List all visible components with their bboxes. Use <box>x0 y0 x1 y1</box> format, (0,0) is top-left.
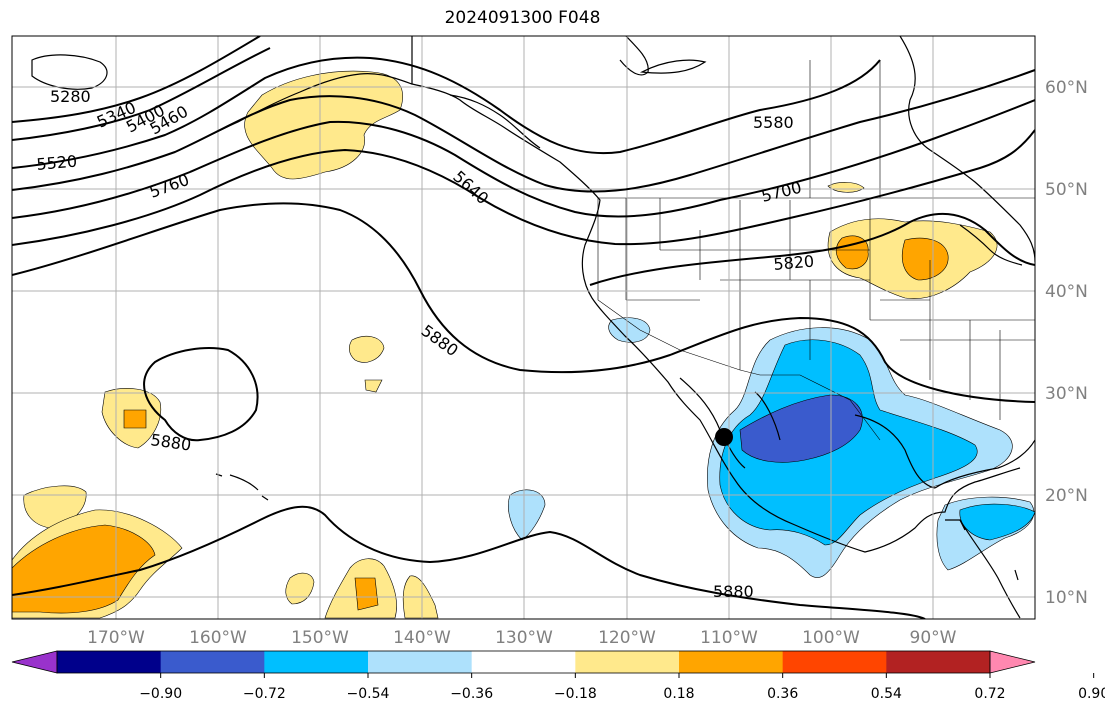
colorbar-tick-label: 0.54 <box>871 686 902 702</box>
colorbar-segment <box>368 651 473 673</box>
lat-label: 10°N <box>1045 588 1088 608</box>
colorbar-frame <box>56 650 991 674</box>
colorbar-tick-label: −0.36 <box>450 686 493 702</box>
colorbar-tick-label: −0.54 <box>347 686 390 702</box>
colorbar-segment <box>782 651 887 673</box>
height-contours <box>12 36 1035 619</box>
lat-label: 40°N <box>1045 282 1088 302</box>
contour-label: 5820 <box>773 252 815 274</box>
political-borders <box>597 60 1035 441</box>
colorbar-tick-label: 0.36 <box>767 686 798 702</box>
lon-label: 100°W <box>802 628 860 648</box>
lon-label: 130°W <box>495 628 553 648</box>
map-title: 2024091300 F048 <box>444 8 601 28</box>
lat-label: 30°N <box>1045 384 1088 404</box>
colorbar-extend-low <box>11 650 58 674</box>
lat-label: 60°N <box>1045 78 1088 98</box>
colorbar-segment <box>160 651 265 673</box>
colorbar-tick-label: −0.18 <box>554 686 597 702</box>
colorbar-extend-high <box>989 650 1036 674</box>
lon-label: 120°W <box>598 628 656 648</box>
lon-label: 150°W <box>291 628 349 648</box>
colorbar-tick-label: −0.72 <box>243 686 286 702</box>
lat-label: 20°N <box>1045 486 1088 506</box>
lon-label: 160°W <box>189 628 247 648</box>
contour-label: 5280 <box>50 87 91 106</box>
lon-label: 140°W <box>393 628 451 648</box>
colorbar-segment <box>57 651 162 673</box>
contour-label: 5880 <box>713 582 754 601</box>
contour-label: 5520 <box>36 152 78 174</box>
longitude-labels: 170°W 160°W 150°W 140°W 130°W 120°W 110°… <box>87 628 957 648</box>
colorbar-segment <box>471 651 576 673</box>
colorbar-tick-label: 0.90 <box>1078 686 1105 702</box>
lat-label: 50°N <box>1045 180 1088 200</box>
colorbar-segment <box>575 651 680 673</box>
lon-label: 90°W <box>910 628 957 648</box>
contour-label: 5580 <box>753 113 794 132</box>
lon-label: 170°W <box>87 628 145 648</box>
colorbar-segment <box>886 651 991 673</box>
graticule <box>12 36 1035 619</box>
latitude-labels: 60°N 50°N 40°N 30°N 20°N 10°N <box>1045 78 1088 608</box>
plot-frame <box>11 35 1036 620</box>
lon-label: 110°W <box>700 628 758 648</box>
colorbar-segment <box>679 651 784 673</box>
colorbar-tick-label: −0.90 <box>139 686 182 702</box>
location-marker <box>715 428 733 446</box>
colorbar-tick-label: 0.72 <box>974 686 1005 702</box>
colorbar: −0.90 −0.72 −0.54 −0.36 −0.18 0.18 0.36 0.54 0.7… <box>11 650 1105 702</box>
colorbar-tick-label: 0.18 <box>663 686 694 702</box>
colorbar-segment <box>264 651 369 673</box>
